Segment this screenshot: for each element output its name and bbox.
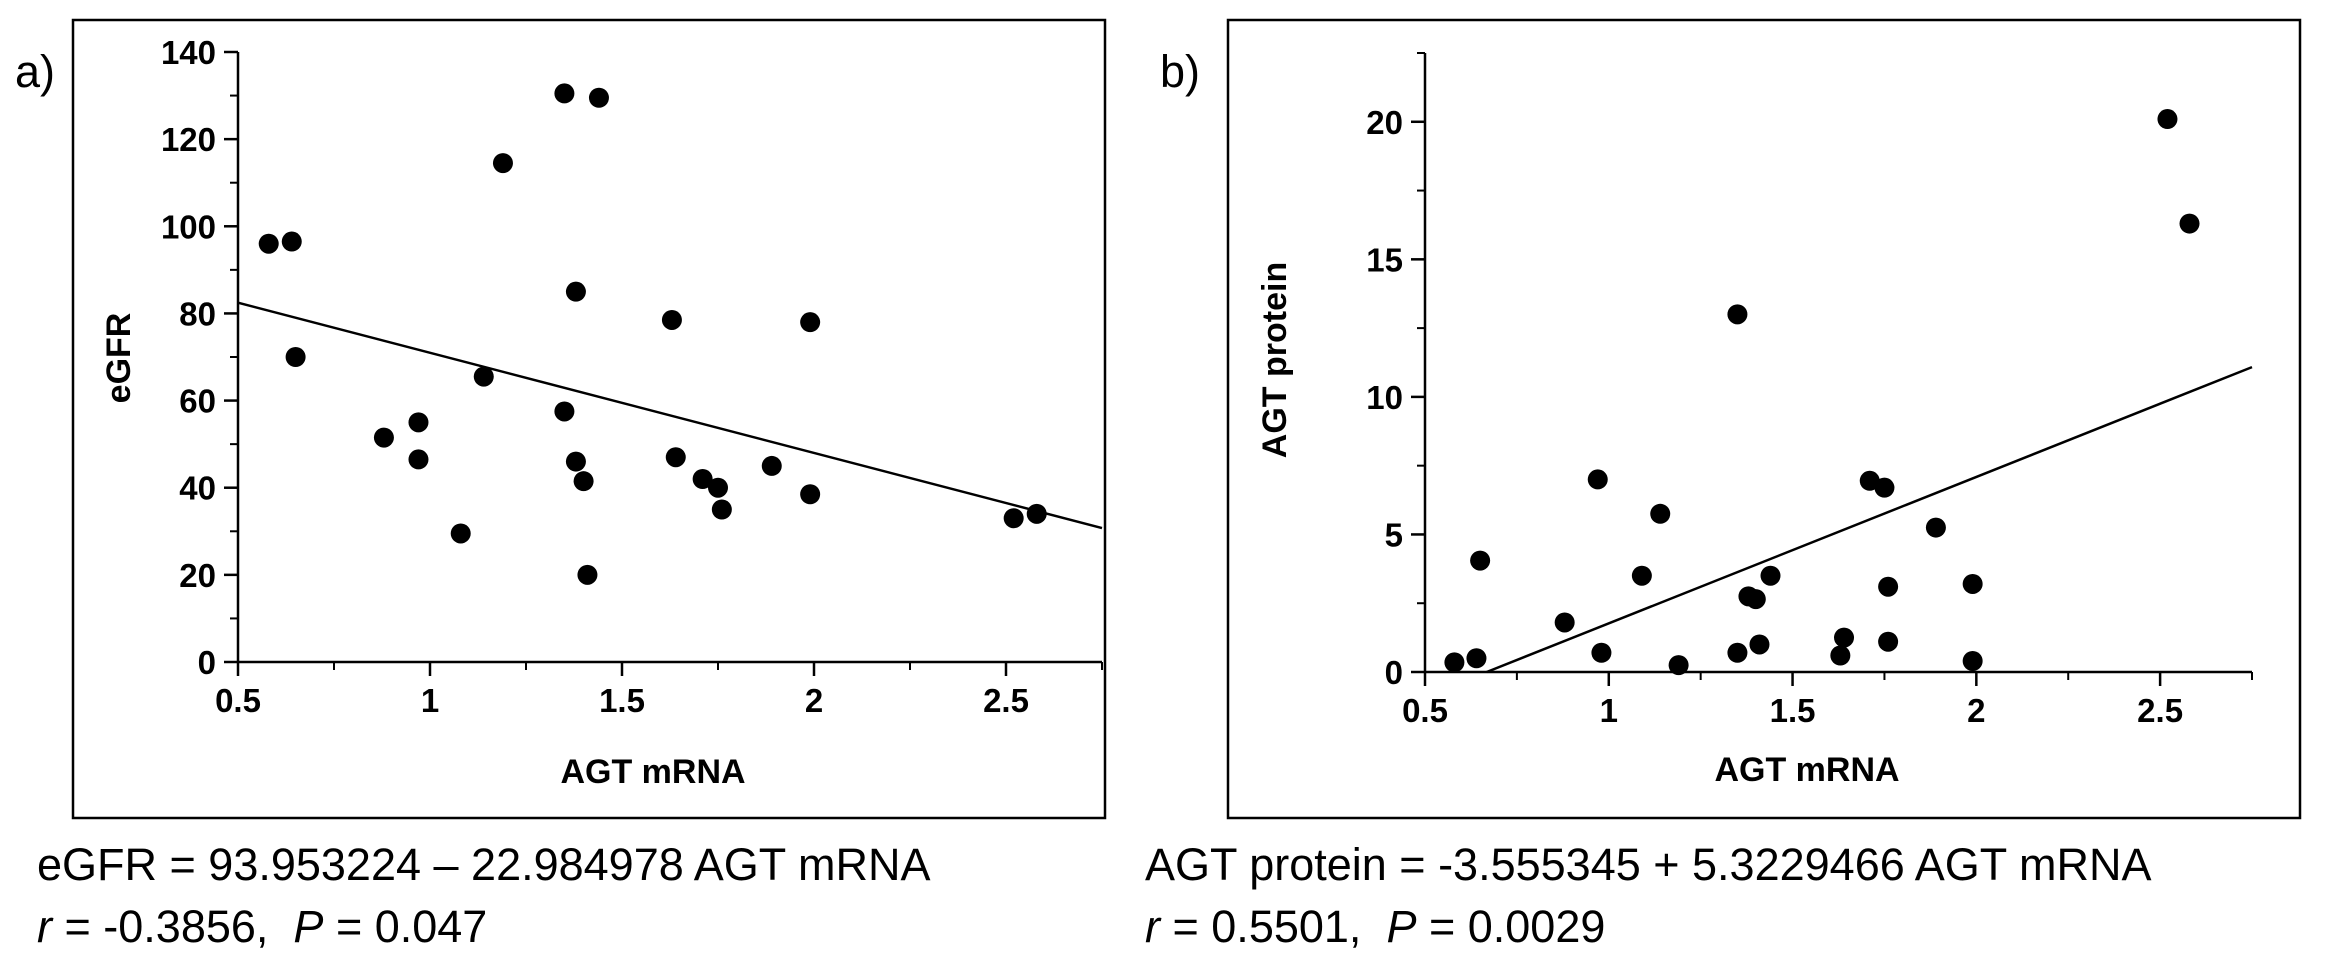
panel-a-y-tick-label: 80 xyxy=(179,295,216,332)
panel-b-data-point xyxy=(1631,565,1652,586)
panel-a-x-tick-label: 2 xyxy=(805,682,823,719)
panel-b-data-point xyxy=(1878,576,1899,597)
panel-b-y-axis-title: AGT protein xyxy=(1256,262,1294,458)
panel-a-frame xyxy=(71,18,1107,820)
panel-b-data-point xyxy=(1962,650,1983,671)
panel-a-data-point xyxy=(408,412,429,433)
panel-a-y-tick-label: 140 xyxy=(161,34,216,71)
panel-b-x-tick-label: 1 xyxy=(1600,692,1618,729)
panel-a-data-point xyxy=(577,564,598,585)
panel-b-data-point xyxy=(1591,642,1612,663)
panel-b-plot: 0.5 1 1.5 2 2.5 0 5 10 15 20 xyxy=(1366,52,2253,729)
panel-a-statistics: r = -0.3856, P = 0.047 xyxy=(37,900,487,954)
panel-a-data-point xyxy=(708,477,728,498)
panel-b-data-point xyxy=(1962,573,1983,594)
panel-a-data-point xyxy=(565,451,586,472)
panel-a-data-point xyxy=(408,449,429,470)
panel-b-equation: AGT protein = -3.555345 + 5.3229466 AGT … xyxy=(1145,839,2152,890)
panel-b-regression-line xyxy=(1486,365,2253,674)
panel-a-data-point xyxy=(1026,503,1047,524)
panel-a-y-tick-label: 100 xyxy=(161,208,216,245)
panel-a-data-point xyxy=(1003,508,1024,529)
panel-b-y-tick-label: 15 xyxy=(1366,241,1403,278)
panel-a-data-point xyxy=(711,499,732,520)
panel-b-x-tick-label: 0.5 xyxy=(1402,692,1448,729)
panel-a-y-tick-label: 20 xyxy=(179,557,216,594)
panel-a-data-point xyxy=(573,471,594,492)
panel-b-data-point xyxy=(1745,589,1766,610)
panel-b-data-point xyxy=(1587,469,1608,490)
panel-b-data-point xyxy=(1668,655,1689,676)
panel-b-y-tick-label: 5 xyxy=(1385,516,1403,553)
panel-a-data-point xyxy=(661,309,682,330)
panel-a-r-symbol: r xyxy=(37,901,52,952)
panel-b-x-tick-label: 1.5 xyxy=(1770,692,1816,729)
panel-b-data-point xyxy=(2157,109,2178,130)
panel-a-data-point xyxy=(665,447,686,468)
panel-b-data-point xyxy=(1830,645,1851,666)
panel-b-statistics: r = 0.5501, P = 0.0029 xyxy=(1145,900,1605,954)
panel-a-y-tick-label: 60 xyxy=(179,383,216,420)
panel-a-data-point xyxy=(554,83,575,104)
panel-a-data-point xyxy=(588,87,609,108)
panel-b-y-tick-label: 10 xyxy=(1366,379,1403,416)
panel-b-data-point xyxy=(1727,304,1748,325)
panel-b-r-value: = 0.5501, xyxy=(1160,901,1387,952)
panel-a-label: a) xyxy=(15,46,55,97)
panel-a-y-tick-label: 120 xyxy=(161,121,216,158)
panel-a-data-point xyxy=(492,153,513,174)
panel-a-data-point xyxy=(800,312,821,333)
panel-b-data-point xyxy=(1470,550,1491,571)
panel-b-data-point xyxy=(1727,642,1748,663)
panel-b-x-tick-label: 2.5 xyxy=(2137,692,2183,729)
panel-b-data-point xyxy=(1874,477,1895,498)
panel-b-data-point xyxy=(1925,517,1946,538)
panel-a-data-point xyxy=(473,366,494,387)
panel-b-y-tick-label: 20 xyxy=(1366,104,1403,141)
panel-b-p-symbol: P xyxy=(1386,901,1417,952)
panel-a-y-tick-label: 40 xyxy=(179,470,216,507)
panel-a-x-tick-label: 0.5 xyxy=(215,682,261,719)
panel-a-data-point xyxy=(281,231,302,252)
panel-a-equation: eGFR = 93.953224 – 22.984978 AGT mRNA xyxy=(37,839,931,890)
panel-b-data-point xyxy=(1760,565,1781,586)
panel-b-data-point xyxy=(1834,627,1855,648)
panel-a-p-value: = 0.047 xyxy=(323,901,488,952)
panel-b-data-point xyxy=(1878,631,1899,652)
panel-b-label: b) xyxy=(1160,46,1200,97)
panel-a-p-symbol: P xyxy=(293,901,324,952)
panel-a-data-point xyxy=(258,233,279,254)
panel-a-data-point xyxy=(285,347,306,367)
panel-b-y-tick-label: 0 xyxy=(1385,654,1403,691)
panel-a-data-point xyxy=(800,484,821,505)
panel-a-x-tick-label: 1.5 xyxy=(599,682,645,719)
panel-a-data-point xyxy=(761,455,782,476)
panel-b-frame xyxy=(1226,18,2302,820)
panel-a-regression-line xyxy=(237,301,1103,530)
panel-b-data-point xyxy=(2179,213,2200,234)
panel-a-r-value: = -0.3856, xyxy=(52,901,294,952)
panel-a-x-axis-title: AGT mRNA xyxy=(560,753,745,791)
panel-a-y-axis-title: eGFR xyxy=(100,313,138,404)
panel-b-data-point xyxy=(1554,612,1575,633)
panel-a-data-point xyxy=(692,469,713,489)
panel-b-p-value: = 0.0029 xyxy=(1416,901,1606,952)
panel-a-x-tick-label: 1 xyxy=(421,682,439,719)
panel-b-data-point xyxy=(1749,634,1770,655)
panel-b-data-point xyxy=(1466,648,1487,669)
panel-a-x-tick-label: 2.5 xyxy=(983,682,1029,719)
panel-b-x-tick-label: 2 xyxy=(1967,692,1985,729)
panel-b-x-axis-title: AGT mRNA xyxy=(1714,751,1899,789)
panel-a-plot: 0.5 1 1.5 2 2.5 0 20 40 60 80 100 120 140 xyxy=(161,34,1103,719)
panel-a-data-point xyxy=(554,401,575,422)
panel-a-data-point xyxy=(373,427,394,448)
panel-a-data-point xyxy=(450,523,471,544)
panel-b-data-point xyxy=(1444,652,1465,673)
panel-b-r-symbol: r xyxy=(1145,901,1160,952)
panel-b-data-point xyxy=(1650,503,1671,524)
panel-a-y-tick-label: 0 xyxy=(198,644,216,681)
panel-a-data-point xyxy=(565,281,586,302)
